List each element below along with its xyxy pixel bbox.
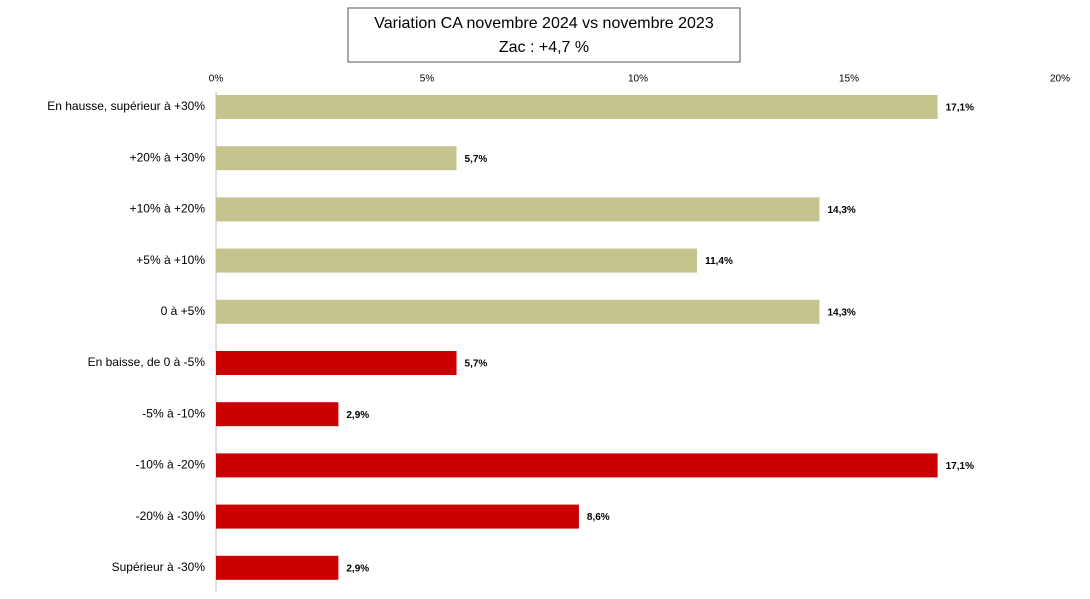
value-label: 5,7% <box>465 154 488 165</box>
x-tick-label: 15% <box>839 74 859 85</box>
bar <box>216 555 339 580</box>
bar <box>216 299 820 324</box>
bar <box>216 453 938 478</box>
x-tick-label: 5% <box>420 74 435 85</box>
bar <box>216 351 457 375</box>
y-tick-label: En baisse, de 0 à -5% <box>88 355 206 369</box>
bar <box>216 504 579 529</box>
bar <box>216 197 820 222</box>
y-tick-label: -10% à -20% <box>136 458 206 472</box>
value-label: 5,7% <box>465 359 488 370</box>
value-label: 14,3% <box>827 307 855 318</box>
y-tick-label: +5% à +10% <box>136 253 205 267</box>
y-tick-label: -5% à -10% <box>142 406 205 420</box>
value-label: 17,1% <box>946 461 974 472</box>
bar <box>216 248 698 273</box>
value-label: 14,3% <box>827 205 855 216</box>
y-tick-label: Supérieur à -30% <box>112 560 206 574</box>
y-tick-label: -20% à -30% <box>136 509 206 523</box>
bar <box>216 146 457 171</box>
y-tick-label: +10% à +20% <box>130 202 206 216</box>
bar <box>216 95 938 119</box>
chart-subtitle: Zac : +4,7 % <box>499 39 589 56</box>
y-tick-label: 0 à +5% <box>161 304 206 318</box>
chart-title: Variation CA novembre 2024 vs novembre 2… <box>374 15 714 32</box>
value-label: 11,4% <box>705 256 733 267</box>
value-label: 2,9% <box>346 410 369 421</box>
x-tick-label: 20% <box>1050 74 1070 85</box>
value-label: 17,1% <box>946 103 974 114</box>
bar <box>216 402 339 427</box>
title-box <box>347 7 741 63</box>
value-label: 2,9% <box>346 563 369 574</box>
y-tick-label: En hausse, supérieur à +30% <box>47 99 205 113</box>
y-tick-label: +20% à +30% <box>130 150 206 164</box>
x-tick-label: 0% <box>209 74 224 85</box>
x-tick-label: 10% <box>628 74 648 85</box>
value-label: 8,6% <box>587 512 610 523</box>
